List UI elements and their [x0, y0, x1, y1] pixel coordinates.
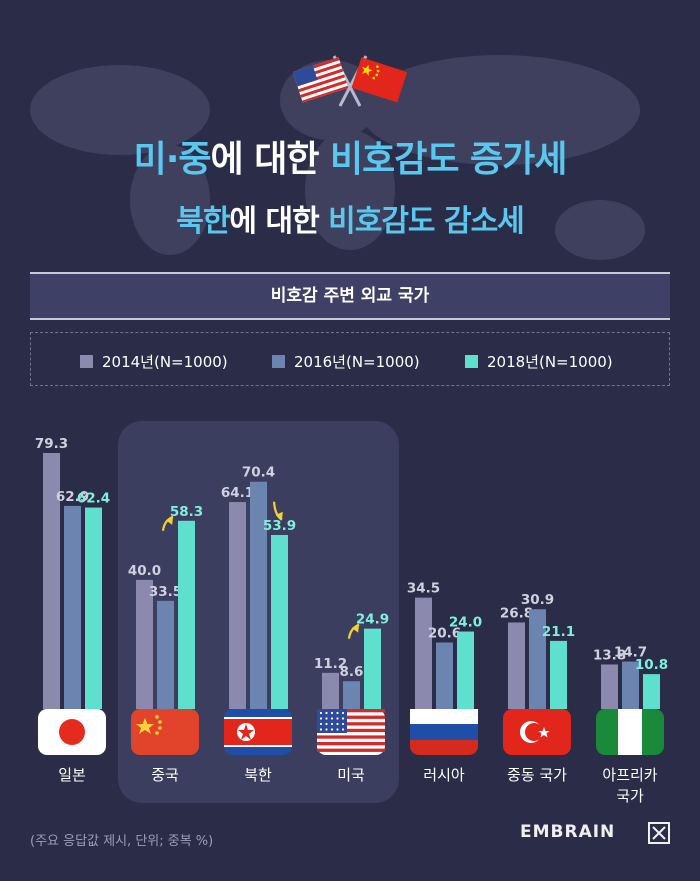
bar-3-4 — [364, 628, 381, 709]
trend-arrow-down — [272, 501, 283, 521]
bar-3-1 — [85, 507, 102, 709]
bar-2-3 — [250, 481, 267, 709]
bar-3-3 — [271, 534, 288, 709]
value-label: 13.8 — [593, 647, 626, 663]
value-label: 14.7 — [614, 645, 647, 661]
bar-1-6 — [508, 622, 525, 709]
bar-2-7 — [622, 661, 639, 709]
category-label: 중국 — [151, 766, 179, 784]
legend-item-2014: 2014년(N=1000) — [80, 351, 228, 372]
legend-swatch-2016 — [272, 355, 285, 368]
category-label: 국가 — [616, 787, 644, 805]
trend-arrow-up — [347, 623, 360, 639]
value-label: 11.2 — [314, 656, 347, 672]
bar-1-2 — [136, 579, 153, 709]
value-label: 21.1 — [542, 624, 575, 640]
bar-2-5 — [436, 642, 453, 709]
embrain-logo-icon — [648, 822, 670, 844]
crossed-flags-icon — [292, 55, 408, 107]
value-label: 64.1 — [221, 485, 254, 501]
category-label: 북한 — [244, 766, 272, 784]
bar-3-6 — [550, 640, 567, 709]
bar-1-7 — [601, 664, 618, 709]
value-label: 20.6 — [428, 625, 461, 641]
panel-title: 비호감 주변 외교 국가 — [30, 272, 670, 320]
category-label: 중동 국가 — [507, 766, 567, 784]
bar-3-2 — [178, 520, 195, 709]
value-label: 53.9 — [263, 518, 296, 534]
category-label: 아프리카 — [602, 766, 657, 784]
bar-2-4 — [343, 681, 360, 709]
value-label: 30.9 — [521, 592, 554, 608]
japan-flag — [38, 709, 106, 755]
bar-3-5 — [457, 631, 474, 709]
value-label: 70.4 — [242, 465, 275, 481]
headline-2: 북한에 대한 비호감도 감소세 — [176, 204, 525, 239]
legend: 2014년(N=1000) 2016년(N=1000) 2018년(N=1000… — [30, 332, 670, 386]
category-label: 일본 — [58, 766, 86, 784]
value-label: 40.0 — [128, 563, 161, 579]
bar-1-5 — [415, 597, 432, 709]
value-label: 62.4 — [77, 491, 110, 507]
value-label: 24.9 — [356, 612, 389, 628]
headline-1: 미·중에 대한 비호감도 증가세 — [133, 139, 568, 180]
brand-logo-text: EMBRAIN — [520, 822, 616, 842]
trend-arrow-up — [161, 515, 174, 531]
legend-swatch-2018 — [465, 355, 478, 368]
value-label: 79.3 — [35, 436, 68, 452]
bar-3-7 — [643, 674, 660, 709]
legend-label-2016: 2016년(N=1000) — [294, 353, 420, 371]
legend-label-2018: 2018년(N=1000) — [487, 353, 613, 371]
usa-flag — [317, 709, 385, 755]
bar-1-1 — [43, 453, 60, 709]
category-label: 러시아 — [423, 766, 465, 784]
bar-2-6 — [529, 609, 546, 709]
value-label: 62.9 — [56, 489, 89, 505]
category-label: 미국 — [337, 766, 365, 784]
value-label: 58.3 — [170, 504, 203, 520]
turkey-flag — [503, 709, 571, 755]
footnote: (주요 응답값 제시, 단위; 중복 %) — [30, 834, 214, 849]
value-label: 33.5 — [149, 584, 182, 600]
world-map-background — [30, 55, 645, 260]
value-label: 26.8 — [500, 605, 533, 621]
china-flag — [131, 709, 199, 755]
legend-item-2016: 2016년(N=1000) — [272, 351, 420, 372]
bar-1-4 — [322, 672, 339, 709]
legend-item-2018: 2018년(N=1000) — [465, 351, 613, 372]
north-korea-flag — [224, 709, 292, 755]
value-label: 34.5 — [407, 581, 440, 597]
bar-1-3 — [229, 502, 246, 709]
value-label: 24.0 — [449, 615, 482, 631]
russia-flag — [410, 709, 478, 755]
legend-label-2014: 2014년(N=1000) — [102, 353, 228, 371]
nigeria-flag — [596, 709, 664, 755]
value-label: 10.8 — [635, 657, 668, 673]
legend-swatch-2014 — [80, 355, 93, 368]
bar-2-2 — [157, 600, 174, 709]
value-label: 8.6 — [340, 664, 364, 680]
bar-2-1 — [64, 505, 81, 709]
